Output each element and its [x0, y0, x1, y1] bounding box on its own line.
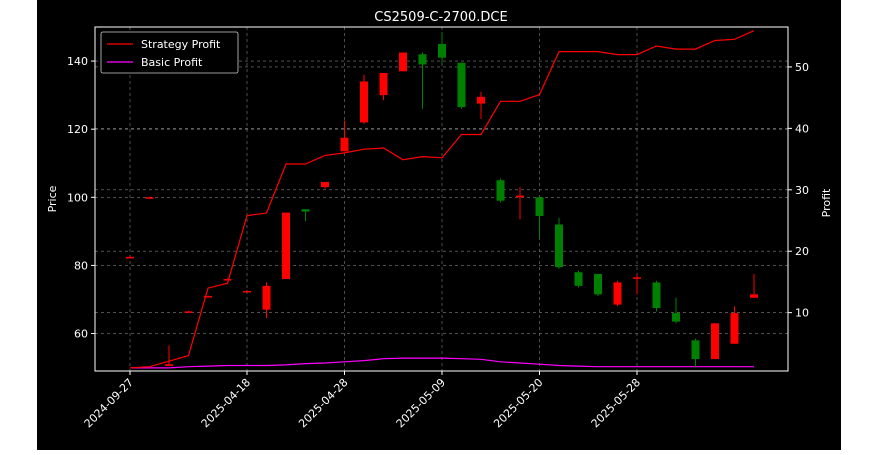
candle-body — [477, 96, 485, 104]
candle-body — [379, 72, 388, 96]
legend: Strategy Profit Basic Profit — [100, 31, 239, 74]
chart-title: CS2509-C-2700.DCE — [374, 10, 507, 25]
candle-body — [457, 62, 466, 108]
candle-body — [301, 209, 310, 212]
y-tick-label-right: 50 — [795, 61, 809, 74]
candle-body — [574, 272, 583, 286]
y-tick-label-right: 20 — [795, 245, 809, 258]
y-axis-label-right: Profit — [820, 188, 833, 217]
candle-body — [184, 311, 193, 313]
y-tick-label-right: 30 — [795, 184, 809, 197]
candle-body — [496, 180, 505, 201]
candle-body — [750, 294, 758, 298]
candle-body — [262, 285, 271, 310]
candle-body — [613, 282, 622, 305]
candles-layer — [126, 32, 758, 368]
candle-body — [633, 277, 641, 279]
candle-body — [145, 197, 154, 199]
candle-body — [282, 212, 290, 280]
y-tick-label-right: 10 — [795, 307, 809, 320]
candle-body — [399, 52, 407, 72]
candle-body — [594, 273, 602, 295]
y-tick-label-left: 60 — [74, 328, 88, 341]
candle-body — [418, 54, 427, 65]
candle-body — [165, 364, 173, 366]
candle-body — [360, 81, 368, 123]
y-axis-label-left: Price — [46, 185, 59, 212]
candle-body — [340, 137, 349, 152]
candle-body — [204, 296, 212, 298]
candle-body — [321, 181, 329, 188]
candle-body — [223, 279, 232, 281]
candle-body — [672, 313, 680, 322]
y-tick-label-left: 140 — [67, 55, 88, 68]
grid-layer — [95, 27, 788, 371]
candle-body — [243, 290, 251, 293]
candle-body — [691, 340, 700, 360]
legend-label-basic: Basic Profit — [141, 56, 203, 69]
candle-body — [652, 282, 661, 308]
strategy-profit-layer — [129, 30, 755, 369]
candle-body — [516, 195, 524, 198]
legend-box — [100, 31, 239, 74]
basic-profit-layer — [130, 357, 754, 369]
candle-body — [555, 224, 563, 268]
basic-profit-line — [130, 357, 754, 369]
candle-body — [438, 44, 446, 58]
y-tick-label-left: 120 — [67, 123, 88, 136]
figure-background — [37, 0, 841, 450]
strategy-profit-line — [129, 30, 755, 369]
legend-label-strategy: Strategy Profit — [141, 38, 221, 51]
candle-body — [126, 256, 134, 259]
candle-body — [535, 197, 544, 217]
y-tick-label-right: 40 — [795, 122, 809, 135]
candle-body — [711, 323, 719, 360]
candle-body — [730, 313, 739, 344]
y-tick-label-left: 80 — [74, 259, 88, 272]
y-tick-label-left: 100 — [67, 191, 88, 204]
